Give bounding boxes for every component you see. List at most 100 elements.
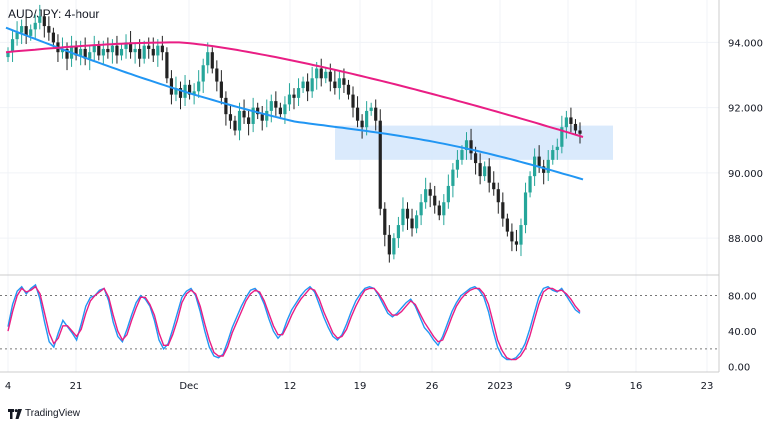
time-tick-label: 9 — [565, 381, 571, 392]
price-tick-label: 94.000 — [728, 38, 763, 49]
chart-title: AUD/JPY: 4-hour — [8, 7, 100, 21]
candle-body — [396, 225, 401, 239]
candle-body — [555, 146, 559, 151]
candle-body — [228, 114, 233, 121]
time-tick-label: 4 — [5, 381, 11, 392]
candle-body — [469, 140, 473, 154]
time-tick-label: 19 — [354, 381, 367, 392]
candle-body — [65, 48, 69, 59]
candle-body — [292, 94, 296, 98]
candle-body — [242, 110, 246, 118]
price-axis-labels: 94.000 92.000 90.000 88.000 — [728, 38, 763, 245]
candle-body — [156, 45, 160, 56]
candle-body — [38, 16, 42, 23]
candle-body — [119, 48, 124, 56]
candle-body — [483, 166, 487, 177]
candle-body — [569, 117, 573, 124]
candle-body — [306, 81, 310, 92]
candle-body — [47, 26, 51, 33]
candle-body — [151, 48, 155, 56]
candle-body — [233, 120, 237, 131]
candle-body — [192, 91, 196, 95]
candle-body — [392, 238, 396, 255]
candle-body — [88, 52, 92, 59]
candle-body — [247, 117, 251, 124]
candle-body — [374, 107, 378, 121]
oscillator-tick-label: 40.00 — [728, 327, 757, 338]
candle-body — [328, 71, 332, 82]
candle-body — [337, 78, 341, 89]
candle-body — [451, 169, 455, 186]
candle-body — [187, 84, 192, 95]
candle-body — [278, 107, 282, 115]
stochastic-oscillator — [0, 283, 719, 361]
candle-body — [301, 81, 305, 89]
candle-body — [401, 208, 405, 226]
candle-body — [110, 45, 115, 53]
candle-body — [283, 104, 287, 115]
candle-body — [260, 114, 264, 121]
candle-body — [578, 130, 582, 134]
candle-body — [419, 202, 423, 216]
candle-body — [124, 42, 128, 49]
tradingview-branding[interactable]: TradingView — [8, 408, 80, 419]
candle-body — [537, 156, 541, 167]
candle-body — [106, 48, 110, 53]
time-tick-label: 16 — [630, 381, 643, 392]
candle-body — [92, 45, 96, 53]
candle-body — [501, 202, 505, 219]
candle-body — [519, 225, 523, 245]
candle-body — [460, 150, 464, 160]
candle-body — [128, 42, 133, 53]
candle-body — [410, 218, 414, 229]
candle-body — [97, 45, 101, 56]
candle-body — [51, 32, 55, 43]
candle-body — [115, 45, 119, 56]
candle-body — [546, 159, 550, 173]
candle-body — [6, 52, 10, 58]
candle-body — [319, 68, 323, 79]
candle-body — [473, 153, 478, 164]
candle-body — [342, 78, 346, 85]
candle-body — [197, 81, 201, 92]
candle-body — [274, 101, 278, 108]
candle-body — [169, 78, 174, 95]
candle-body — [351, 94, 355, 108]
candle-body — [560, 127, 564, 147]
candle-body — [296, 88, 301, 98]
time-tick-label: 23 — [701, 381, 714, 392]
time-axis-labels: 4 21 Dec 12 19 26 2023 9 16 23 — [5, 381, 714, 392]
candle-body — [455, 159, 460, 170]
candle-body — [265, 110, 269, 121]
candle-body — [310, 78, 314, 92]
candle-body — [378, 120, 382, 209]
oscillator-tick-label: 80.00 — [728, 292, 757, 303]
candle-body — [42, 16, 46, 27]
candle-body — [174, 88, 178, 95]
candle-body — [256, 107, 260, 115]
time-tick-label: 12 — [284, 381, 297, 392]
candle-body — [424, 189, 428, 203]
candle-body — [324, 71, 328, 79]
price-tick-label: 90.000 — [728, 169, 763, 180]
candle-body — [383, 208, 387, 235]
candle-body — [355, 107, 360, 121]
candle-body — [215, 68, 219, 82]
candle-body — [219, 81, 223, 98]
candle-body — [542, 166, 546, 173]
candle-body — [287, 94, 292, 105]
candle-body — [573, 123, 578, 131]
candle-body — [29, 29, 33, 36]
time-tick-label: 2023 — [487, 381, 512, 392]
time-tick-label: Dec — [179, 381, 198, 392]
candle-body — [74, 45, 78, 56]
candle-body — [492, 182, 496, 190]
candle-body — [387, 234, 391, 255]
oscillator-axis-labels: 80.00 40.00 0.00 — [728, 292, 757, 374]
tradingview-logo-icon — [8, 408, 22, 419]
branding-text: TradingView — [25, 408, 81, 419]
candle-body — [496, 189, 500, 203]
candle-body — [210, 52, 214, 69]
candle-body — [201, 65, 205, 82]
